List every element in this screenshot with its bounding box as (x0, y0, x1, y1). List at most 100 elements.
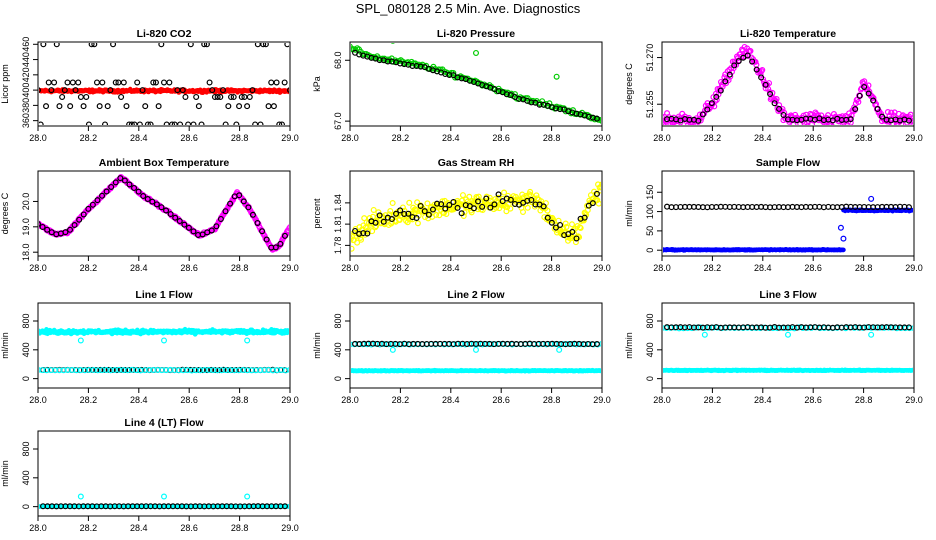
data-point (576, 224, 583, 231)
data-points (663, 43, 913, 125)
data-point (276, 121, 283, 125)
outlier-points (77, 493, 251, 500)
series-raw (39, 174, 289, 253)
data-point (861, 83, 868, 90)
outlier-point (161, 493, 168, 500)
data-point (563, 224, 570, 231)
figure-title: SPL_080128 2.5 Min. Ave. Diagnostics (356, 1, 581, 16)
data-point (107, 87, 114, 94)
x-tick-label: 28.0 (653, 395, 671, 405)
data-point (722, 78, 729, 85)
data-point (538, 198, 545, 205)
data-point (181, 221, 188, 228)
data-point (91, 43, 98, 48)
series-averaged (664, 324, 912, 331)
x-tick-label: 28.8 (231, 395, 249, 405)
data-point (260, 43, 267, 48)
series-raw (351, 367, 601, 374)
data-point (136, 121, 143, 125)
data-point (540, 203, 547, 210)
data-point (62, 229, 69, 236)
y-tick-label: 400 (21, 470, 31, 485)
panel-gas-stream-rh: Gas Stream RH percent 28.0 28.2 28.4 28.6 28.8… (312, 157, 611, 273)
data-point (865, 90, 872, 97)
data-points (663, 324, 913, 374)
plot-frame (37, 170, 291, 257)
data-point (39, 221, 41, 227)
y-tick-label: 400 (645, 342, 655, 357)
data-point (562, 220, 569, 227)
data-point (285, 227, 289, 234)
data-point (753, 66, 760, 73)
data-point (112, 79, 119, 86)
outlier-points (701, 331, 875, 338)
data-point (759, 66, 766, 73)
data-point (135, 188, 142, 195)
data-point (83, 93, 90, 100)
data-point (195, 103, 202, 110)
data-points (663, 195, 913, 253)
outlier-point (77, 337, 84, 344)
data-point (61, 87, 68, 94)
data-point (516, 95, 523, 102)
y-axis-label: Licor ppm (0, 64, 10, 104)
data-point (708, 100, 715, 107)
data-point (244, 103, 251, 110)
data-point (149, 198, 156, 205)
data-point (704, 106, 711, 113)
outlier-point (473, 346, 480, 353)
data-point (270, 103, 277, 110)
data-point (236, 192, 243, 199)
data-point (388, 216, 395, 223)
data-points (39, 43, 289, 125)
x-tick-label: 28.4 (442, 395, 460, 405)
data-points (39, 493, 289, 510)
plot-frame (37, 302, 291, 389)
panel-ambient-box-temperature: Ambient Box Temperature degrees C 28.0 28.2… (0, 157, 299, 273)
data-point (544, 207, 551, 214)
data-point (528, 99, 535, 106)
y-tick-label: 800 (645, 313, 655, 328)
panel-title: Line 3 Flow (759, 289, 817, 301)
plot-frame (349, 302, 603, 389)
plot-frame (37, 41, 291, 127)
y-tick-label: 1.78 (333, 237, 343, 255)
data-point (454, 204, 461, 211)
data-point (458, 75, 465, 82)
data-point (262, 43, 269, 48)
data-point (573, 235, 580, 242)
outlier-point (868, 331, 875, 338)
data-point (131, 184, 138, 191)
data-point (245, 204, 252, 211)
data-point (77, 93, 84, 100)
data-point (75, 79, 82, 86)
data-point (847, 116, 854, 123)
x-tick-label: 28.4 (130, 523, 148, 533)
data-point (409, 62, 416, 69)
data-point (552, 224, 559, 231)
data-point (752, 58, 759, 65)
series-averaged (664, 203, 912, 211)
data-point (217, 93, 224, 100)
series-raw (663, 367, 913, 374)
data-point (155, 103, 162, 110)
data-points (351, 181, 601, 252)
data-point (758, 74, 765, 81)
data-point (212, 367, 219, 374)
series-raw-low (663, 246, 846, 253)
x-tick-label: 28.6 (492, 395, 510, 405)
panel-li-820-pressure: Li-820 Pressure kPa 28.0 28.2 28.4 28.6 28.8 29… (312, 28, 611, 143)
outlier-point (244, 337, 251, 344)
x-tick-label: 28.8 (543, 263, 561, 273)
y-axis-label: ml/min (624, 332, 634, 359)
data-point (501, 189, 508, 196)
data-point (76, 216, 83, 223)
x-tick-label: 28.6 (804, 133, 822, 143)
outlier-point (868, 195, 875, 202)
data-point (254, 219, 261, 226)
data-point (278, 121, 285, 125)
data-point (236, 103, 243, 110)
data-point (461, 209, 468, 216)
x-tick-label: 28.0 (29, 395, 47, 405)
data-point (527, 188, 534, 195)
